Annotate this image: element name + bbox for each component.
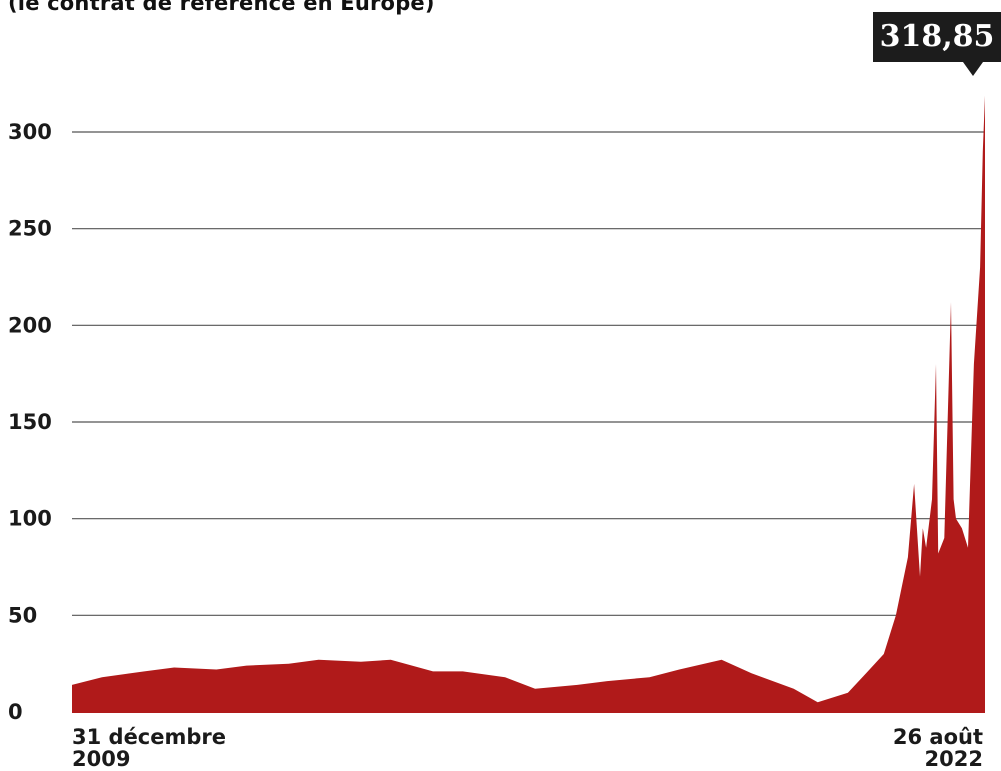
y-tick-label-50: 50 [8, 603, 37, 627]
y-tick-label-100: 100 [8, 507, 52, 531]
price-area [72, 95, 985, 713]
y-tick-label-250: 250 [8, 217, 52, 241]
callout-pointer [963, 62, 983, 76]
x-axis-end-label: 26 août 2022 [893, 726, 983, 770]
x-axis-start-label: 31 décembre 2009 [72, 726, 226, 770]
x-start-line1: 31 décembre [72, 725, 227, 749]
y-tick-label-0: 0 [8, 700, 23, 724]
y-tick-label-300: 300 [8, 120, 52, 144]
gridlines [72, 131, 985, 616]
y-tick-label-200: 200 [8, 313, 52, 337]
chart-subtitle: (le contrat de référence en Europe) [8, 0, 435, 15]
x-end-line1: 26 août [892, 725, 983, 749]
x-end-line2: 2022 [924, 747, 983, 771]
y-tick-label-150: 150 [8, 410, 52, 434]
x-start-line2: 2009 [72, 747, 131, 771]
max-value-callout: 318,85 [873, 12, 1001, 62]
y-axis-ticks: 0 50 100 150 200 250 300 [8, 120, 52, 724]
